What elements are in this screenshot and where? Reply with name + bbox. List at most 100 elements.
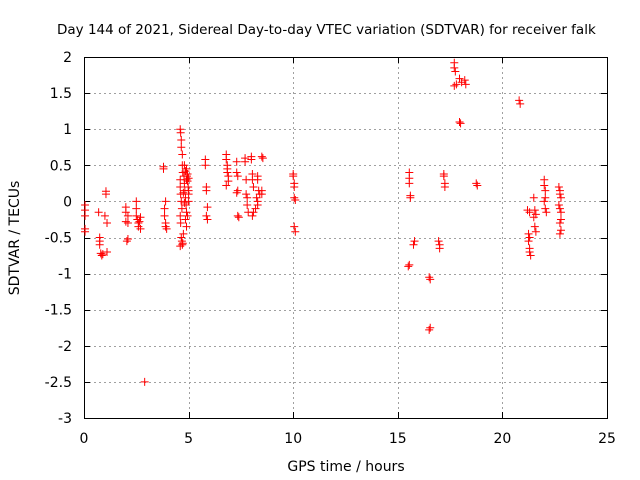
y-tick-label: -1 <box>58 267 72 283</box>
data-point <box>95 240 104 249</box>
x-axis-label: GPS time / hours <box>287 459 404 475</box>
data-point <box>406 193 415 202</box>
data-point <box>541 193 550 202</box>
data-point <box>182 222 191 231</box>
y-tick-label: 1.5 <box>50 86 72 102</box>
data-point <box>529 213 538 222</box>
data-point <box>452 80 461 89</box>
data-point <box>455 74 464 83</box>
data-point <box>81 227 90 236</box>
data-point <box>103 219 112 228</box>
data-point <box>121 217 130 226</box>
y-tick-label: -3 <box>58 411 72 427</box>
data-point <box>426 323 435 332</box>
data-point <box>243 201 252 210</box>
data-point <box>178 239 187 248</box>
data-point <box>531 227 540 236</box>
data-point <box>249 208 258 217</box>
data-point <box>234 213 243 222</box>
grid-layer <box>84 57 607 418</box>
data-point <box>203 215 212 224</box>
data-point <box>132 204 141 213</box>
chart-title: Day 144 of 2021, Sidereal Day-to-day VTE… <box>57 22 596 38</box>
data-point <box>136 224 145 233</box>
data-point <box>160 204 169 213</box>
data-point <box>289 172 298 181</box>
data-point <box>96 249 105 258</box>
data-point <box>253 201 262 210</box>
data-point <box>132 211 141 220</box>
data-point <box>180 161 189 170</box>
data-point <box>177 136 186 145</box>
data-point <box>524 237 533 246</box>
data-point <box>241 157 250 166</box>
data-point <box>183 211 192 220</box>
data-point <box>290 182 299 191</box>
data-point <box>556 208 565 217</box>
data-point <box>523 206 532 215</box>
data-point <box>253 175 262 184</box>
y-tick-label: 0.5 <box>50 158 72 174</box>
data-point <box>181 215 190 224</box>
data-point <box>290 222 299 231</box>
data-point <box>179 188 188 197</box>
data-point <box>176 182 185 191</box>
data-point <box>525 208 534 217</box>
data-point <box>202 186 211 195</box>
data-point <box>290 193 299 202</box>
data-point <box>182 175 191 184</box>
data-point <box>461 80 470 89</box>
data-point <box>242 190 251 199</box>
data-point <box>555 219 564 228</box>
data-point <box>258 154 267 163</box>
data-point <box>410 237 419 246</box>
data-point <box>224 177 233 186</box>
y-tick-label: -2.5 <box>45 375 72 391</box>
data-point <box>450 63 459 72</box>
data-point <box>135 217 144 226</box>
data-point <box>134 222 143 231</box>
data-point <box>530 222 539 231</box>
data-point <box>451 67 460 76</box>
x-tick-label: 15 <box>389 431 407 447</box>
x-tick-label: 5 <box>184 431 193 447</box>
data-point <box>101 187 110 196</box>
data-point <box>103 247 112 256</box>
tick-layer <box>84 57 608 419</box>
data-point <box>440 182 449 191</box>
data-point <box>123 211 132 220</box>
data-point <box>515 96 524 105</box>
data-point <box>541 204 550 213</box>
data-point <box>178 150 187 159</box>
data-point <box>122 237 131 246</box>
data-point <box>257 190 266 199</box>
data-point <box>435 244 444 253</box>
data-point <box>176 219 185 228</box>
data-point <box>252 193 261 202</box>
y-tick-label: -1.5 <box>45 303 72 319</box>
data-point <box>182 164 191 173</box>
data-point <box>161 222 170 231</box>
data-point <box>524 229 533 238</box>
data-point <box>100 211 109 220</box>
data-point <box>426 275 435 284</box>
data-point <box>159 164 168 173</box>
x-tick-label: 20 <box>493 431 511 447</box>
y-tick-label: 1 <box>63 122 72 138</box>
data-point <box>556 215 565 224</box>
data-point <box>472 179 481 188</box>
data-point <box>542 208 551 217</box>
data-point <box>121 208 130 217</box>
data-point <box>251 204 260 213</box>
data-point <box>184 186 193 195</box>
data-point <box>405 260 414 269</box>
data-point <box>160 211 169 220</box>
data-point <box>184 174 193 183</box>
data-point <box>140 377 149 386</box>
data-point <box>439 172 448 181</box>
data-point <box>98 250 107 259</box>
data-point <box>132 197 141 206</box>
data-point <box>176 128 185 137</box>
data-point <box>473 181 482 190</box>
data-point <box>97 251 106 260</box>
